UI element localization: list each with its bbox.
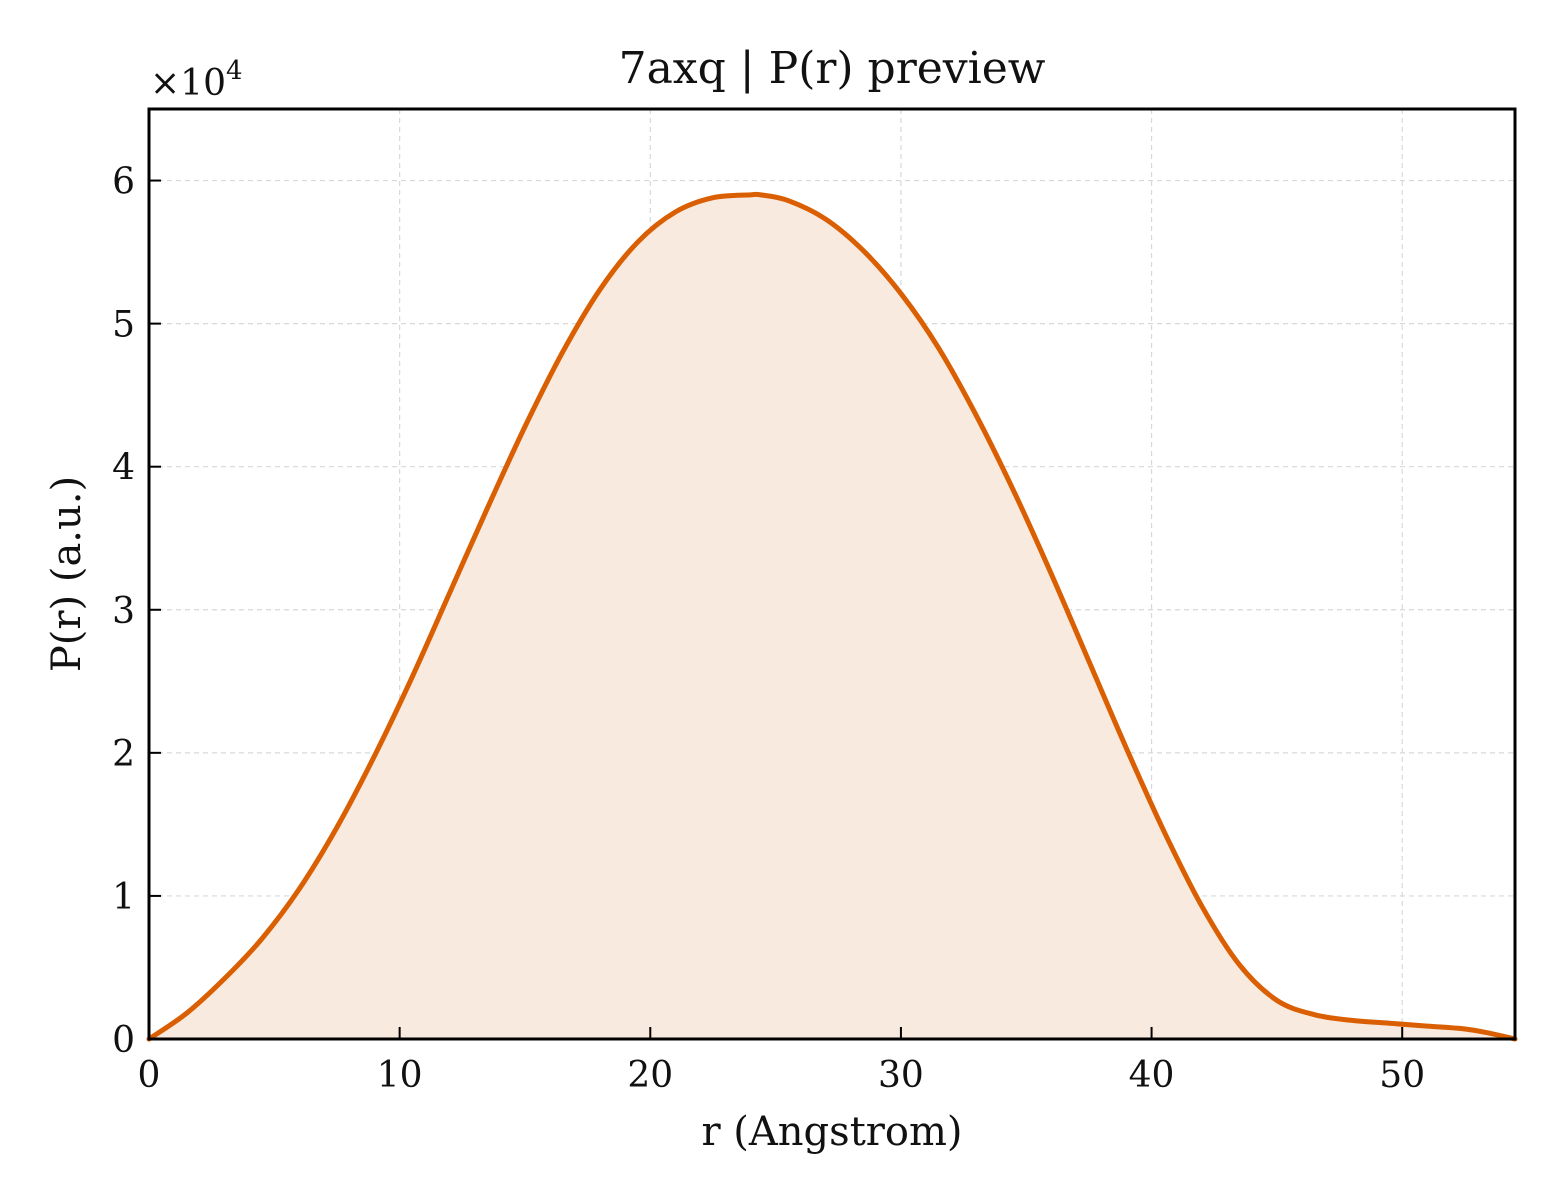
- x-axis-label: r (Angstrom): [701, 1109, 962, 1155]
- ticks: 0 10 20 30 40 50 0 1 2 3 4 5 6: [112, 162, 1425, 1096]
- x-tick-label: 0: [138, 1055, 161, 1096]
- y-tick-label: 1: [112, 877, 135, 918]
- y-multiplier-base: ×10: [150, 63, 226, 104]
- y-tick-label: 0: [112, 1020, 135, 1061]
- y-multiplier-exponent: 4: [226, 56, 243, 86]
- x-tick-label: 40: [1129, 1055, 1175, 1096]
- y-multiplier: ×104: [150, 56, 243, 104]
- area-fill: [149, 194, 1515, 1039]
- series-line: [146, 191, 1518, 1042]
- y-tick-label: 4: [112, 448, 135, 489]
- x-tick-label: 10: [377, 1055, 423, 1096]
- y-tick-label: 6: [112, 162, 135, 203]
- chart-title: 7axq | P(r) preview: [619, 43, 1046, 94]
- plot-frame: [147, 107, 1517, 1041]
- x-tick-label: 20: [627, 1055, 673, 1096]
- y-tick-label: 2: [112, 734, 135, 775]
- x-tick-label: 50: [1379, 1055, 1425, 1096]
- x-tick-label: 30: [878, 1055, 924, 1096]
- y-tick-label: 5: [112, 305, 135, 346]
- y-axis-label: P(r) (a.u.): [44, 476, 90, 672]
- y-tick-label: 3: [112, 591, 135, 632]
